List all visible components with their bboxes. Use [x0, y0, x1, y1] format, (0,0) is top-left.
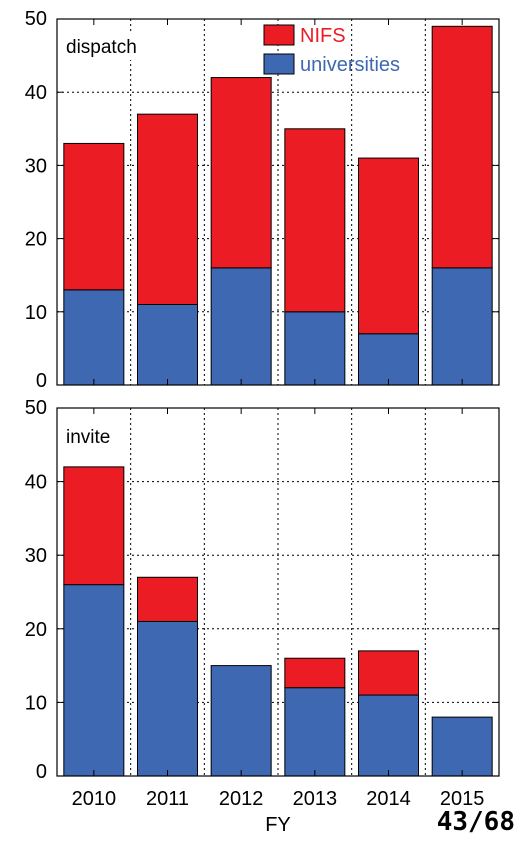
x-axis-label: FY	[265, 814, 291, 836]
panel-label-bg	[61, 33, 142, 60]
bar-universities-2014	[358, 694, 419, 777]
bar-nifs-2013	[284, 657, 346, 689]
y-tick-label: 30	[25, 155, 47, 177]
panel-label: dispatch	[66, 37, 137, 58]
legend-swatch-universities	[263, 53, 295, 75]
bar-nifs-2010	[63, 142, 125, 291]
bar-universities-2012	[210, 267, 272, 386]
bar-nifs-2010	[63, 466, 125, 586]
panel-dispatch: 0 10 20 30 40 50 dispatch NIFS universities	[25, 8, 500, 392]
bar-universities-2013	[284, 687, 346, 777]
y-tick-label: 0	[36, 370, 47, 392]
plot-frame	[56, 18, 500, 386]
bar-nifs-2014	[358, 650, 419, 696]
plot-frame	[56, 407, 500, 777]
y-tick-label: 20	[25, 619, 47, 641]
y-tick-label: 20	[25, 229, 47, 251]
legend-label-nifs: NIFS	[300, 25, 346, 47]
panel-invite: 0 10 20 30 40 50 2010 2011 2012 2013 2014 2015 FY inv…	[25, 397, 500, 836]
legend: NIFS universities	[263, 24, 400, 76]
y-tick-label: 30	[25, 545, 47, 567]
x-tick-label: 2010	[72, 788, 117, 810]
bar-universities-2011	[137, 620, 198, 777]
y-tick-label: 50	[25, 8, 47, 30]
bar-universities-2010	[63, 584, 125, 777]
legend-label-universities: universities	[300, 54, 400, 76]
bar-universities-2012	[210, 665, 272, 777]
bar-nifs-2011	[137, 113, 198, 305]
bar-nifs-2013	[284, 128, 346, 313]
bar-universities-2015	[431, 716, 493, 777]
bar-nifs-2015	[431, 25, 493, 269]
x-tick-label: 2014	[366, 788, 411, 810]
panel-label-bg	[61, 423, 116, 450]
x-tick-label: 2013	[293, 788, 338, 810]
y-tick-label: 50	[25, 397, 47, 419]
x-tick-label: 2012	[219, 788, 264, 810]
y-tick-label: 40	[25, 82, 47, 104]
y-tick-label: 10	[25, 302, 47, 324]
bar-nifs-2011	[137, 576, 198, 622]
bar-universities-2013	[284, 311, 346, 386]
bar-universities-2014	[358, 333, 419, 386]
y-tick-label: 0	[36, 761, 47, 783]
legend-swatch-nifs	[263, 24, 295, 46]
page-number: 43/68	[436, 807, 515, 837]
bar-nifs-2014	[358, 157, 419, 335]
x-tick-label: 2015	[440, 788, 485, 810]
y-tick-label: 10	[25, 692, 47, 714]
bar-universities-2011	[137, 303, 198, 386]
panel-label: invite	[66, 427, 110, 448]
bar-universities-2015	[431, 267, 493, 386]
bar-nifs-2012	[210, 77, 272, 269]
x-tick-label: 2011	[146, 788, 189, 810]
bar-universities-2010	[63, 289, 125, 386]
y-tick-label: 40	[25, 472, 47, 494]
